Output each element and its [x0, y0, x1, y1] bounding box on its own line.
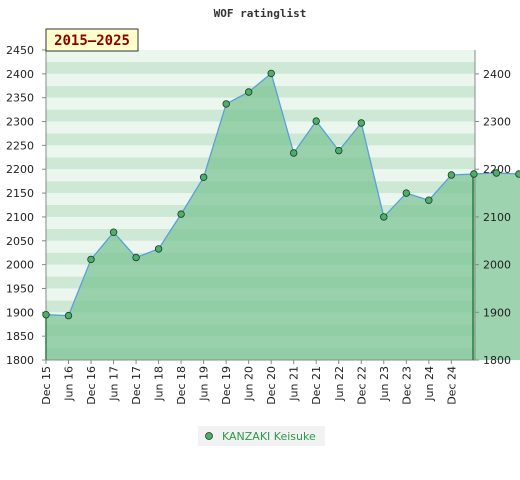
- left-tick-label: 2200: [6, 163, 34, 176]
- data-point: [380, 213, 388, 221]
- data-point: [222, 100, 230, 108]
- left-tick-label: 1900: [6, 306, 34, 319]
- x-tick-label: Dec 16: [85, 366, 98, 405]
- range-badge: 2015–2025: [45, 28, 139, 52]
- x-tick-label: Dec 22: [355, 366, 368, 405]
- x-tick-label: Jun 17: [108, 366, 121, 402]
- grid-band: [46, 50, 475, 62]
- x-tick-label: Jun 23: [378, 366, 391, 402]
- x-tick-label: Dec 18: [175, 366, 188, 405]
- grid-band: [46, 61, 475, 74]
- legend-marker: [205, 432, 213, 440]
- data-points: [42, 69, 520, 320]
- x-tick-label: Dec 21: [310, 366, 323, 405]
- axes: [45, 50, 476, 361]
- data-point: [447, 171, 456, 179]
- data-point: [244, 88, 253, 96]
- x-tick-label: Jun 24: [423, 366, 436, 402]
- right-tick-label: 1800: [483, 354, 511, 367]
- left-y-axis: 1800 1850 1900 1950 2000 2050 2100 2150 2200 2250…: [6, 44, 46, 367]
- right-tick-label: 2300: [483, 116, 511, 129]
- data-point: [87, 255, 95, 264]
- left-tick-label: 2300: [6, 116, 34, 129]
- left-tick-label: 2150: [6, 187, 34, 200]
- x-axis: Dec 15 Jun 16 Dec 16 Jun 17 Dec 17 Jun 18 Dec …: [40, 360, 458, 405]
- left-tick-label: 2000: [6, 259, 34, 272]
- x-tick-label: Dec 24: [445, 366, 458, 405]
- right-tick-label: 2400: [483, 68, 511, 81]
- x-tick-label: Jun 16: [63, 366, 76, 402]
- left-tick-label: 2450: [6, 44, 34, 57]
- x-tick-label: Dec 19: [220, 366, 233, 405]
- right-tick-label: 2000: [483, 259, 511, 272]
- x-tick-label: Jun 20: [243, 366, 256, 402]
- right-tick-label: 2100: [483, 211, 511, 224]
- data-point: [335, 146, 343, 155]
- data-point: [357, 119, 365, 127]
- data-point: [515, 170, 520, 178]
- data-point: [42, 311, 50, 319]
- x-tick-label: Jun 22: [333, 366, 346, 402]
- data-point: [177, 210, 185, 218]
- data-point: [154, 245, 163, 253]
- left-tick-label: 1850: [6, 330, 34, 343]
- data-point: [290, 149, 298, 157]
- right-tick-label: 1900: [483, 306, 511, 319]
- legend: KANZAKI Keisuke: [198, 426, 325, 446]
- range-badge-label: 2015–2025: [54, 33, 130, 49]
- left-tick-label: 2050: [6, 235, 34, 248]
- left-tick-label: 1950: [6, 282, 34, 295]
- left-tick-label: 2350: [6, 92, 34, 105]
- left-tick-label: 2250: [6, 139, 34, 152]
- left-tick-label: 2400: [6, 68, 34, 81]
- x-tick-label: Dec 20: [265, 366, 278, 405]
- x-tick-label: Dec 23: [400, 366, 413, 405]
- data-point: [132, 253, 140, 262]
- series-area: [46, 73, 520, 360]
- data-point: [64, 311, 73, 320]
- x-tick-label: Jun 21: [288, 366, 301, 402]
- data-point: [199, 173, 208, 181]
- right-y-axis: 1800190020002100220023002400: [475, 68, 511, 367]
- x-tick-label: Jun 19: [198, 366, 211, 402]
- x-tick-label: Jun 18: [153, 366, 166, 402]
- left-tick-label: 2100: [6, 211, 34, 224]
- grid-band: [46, 73, 475, 86]
- series-line: [45, 72, 520, 317]
- x-tick-label: Dec 15: [40, 366, 53, 405]
- chart-title: WOF ratinglist: [214, 7, 307, 20]
- left-tick-label: 1800: [6, 354, 34, 367]
- data-point: [470, 170, 478, 178]
- plot-area: [45, 72, 520, 360]
- data-point: [267, 69, 275, 78]
- legend-series-name: KANZAKI Keisuke: [222, 430, 316, 443]
- data-point: [492, 169, 501, 177]
- data-point: [109, 228, 118, 236]
- data-point: [402, 189, 410, 197]
- data-point: [425, 196, 433, 204]
- x-tick-label: Dec 17: [130, 366, 143, 405]
- data-point: [312, 117, 320, 125]
